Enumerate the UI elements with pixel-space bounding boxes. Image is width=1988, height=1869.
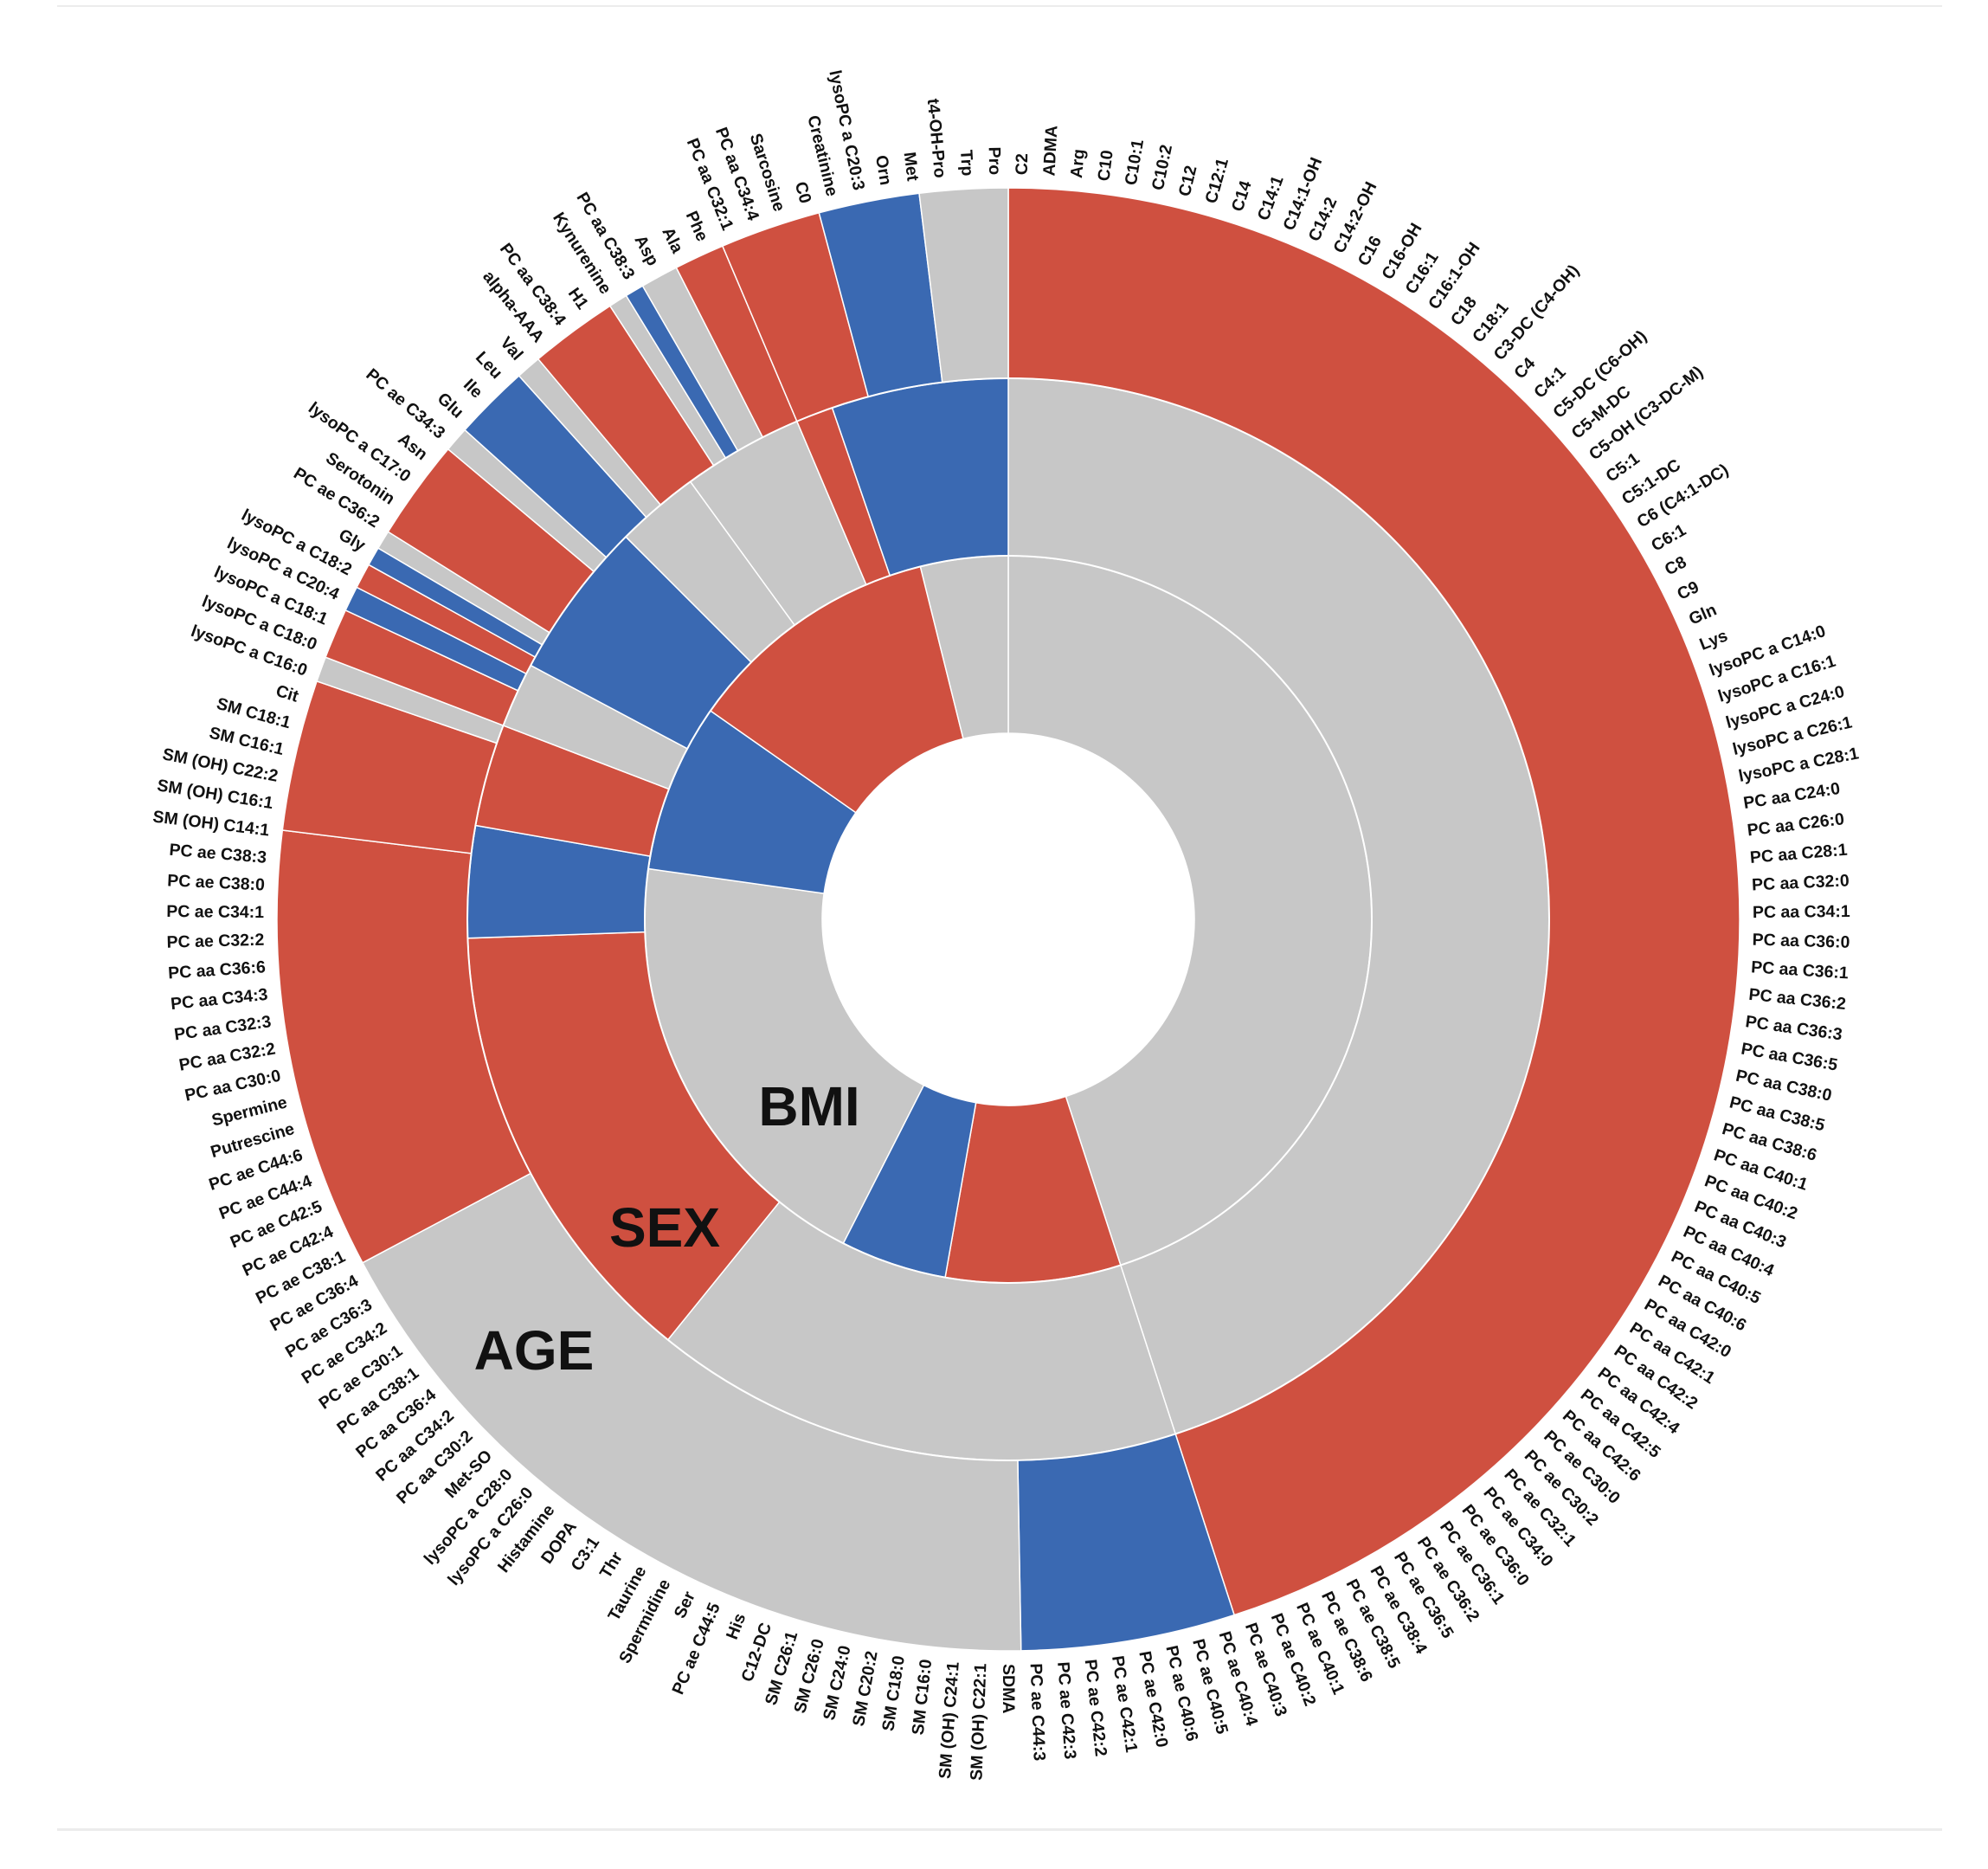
metabolite-label: Leu — [472, 348, 506, 383]
metabolite-label: PC ae C42:1 — [1108, 1654, 1141, 1754]
metabolite-label: C10 — [1094, 149, 1116, 182]
metabolite-label: C6:1 — [1648, 520, 1689, 555]
metabolite-label: Cit — [273, 681, 301, 706]
metabolite-label: Thr — [596, 1549, 627, 1582]
metabolite-label: PC aa C28:1 — [1749, 841, 1848, 867]
metabolite-label: PC aa C32:0 — [1752, 871, 1850, 894]
metabolite-label: Pro — [985, 146, 1005, 175]
metabolite-label: C0 — [791, 179, 815, 205]
metabolite-label: C12:1 — [1201, 156, 1232, 205]
metabolite-label: SM C24:0 — [820, 1644, 855, 1723]
metabolite-label: PC ae C42:2 — [1081, 1659, 1110, 1758]
metabolite-label: PC aa C36:6 — [168, 957, 267, 983]
metabolite-label: Val — [496, 333, 526, 364]
metabolite-label: C12 — [1175, 164, 1201, 198]
metabolite-label: Asp — [630, 232, 662, 269]
metabolite-label: Met — [899, 151, 922, 183]
metabolite-label: PC aa C36:1 — [1751, 957, 1850, 983]
metabolite-label: SM C16:0 — [909, 1658, 936, 1736]
metabolite-label: Ser — [671, 1589, 699, 1621]
metabolite-label: ADMA — [1039, 125, 1061, 177]
metabolite-label: PC ae C38:3 — [169, 841, 267, 867]
metabolite-label: PC ae C42:3 — [1053, 1661, 1079, 1760]
metabolite-label: SM C18:0 — [878, 1654, 909, 1732]
metabolite-label: PC aa C34:3 — [170, 985, 269, 1014]
metabolite-label: His — [723, 1611, 750, 1642]
metabolite-label: C10:1 — [1122, 138, 1148, 186]
metabolite-label: SM (OH) C22:1 — [967, 1663, 990, 1781]
ring-divider-0 — [644, 555, 1373, 1284]
metabolite-label: t4-OH-Pro — [923, 98, 949, 179]
metabolite-label: PC aa C26:0 — [1747, 809, 1846, 840]
metabolite-label: PC aa C36:3 — [1744, 1012, 1843, 1044]
metabolite-label: Ile — [460, 376, 486, 403]
metabolite-label: Lys — [1697, 626, 1731, 654]
metabolite-label: PC ae C38:0 — [167, 871, 266, 894]
metabolite-label: C9 — [1675, 577, 1702, 604]
metabolite-label: Ala — [658, 224, 686, 256]
metabolite-label: Gln — [1686, 600, 1720, 628]
metabolite-label: Trp — [956, 149, 977, 177]
metabolite-label: SM (OH) C24:1 — [936, 1661, 963, 1780]
bottom-divider — [57, 1828, 1942, 1831]
rings-group — [276, 187, 1740, 1652]
metabolite-label: C10:2 — [1148, 143, 1176, 192]
metabolite-label: C2 — [1013, 153, 1032, 175]
metabolite-label: PC ae C34:1 — [166, 902, 264, 922]
ring-divider-1 — [466, 377, 1550, 1461]
metabolite-label: Gly — [335, 525, 368, 556]
metabolite-label: SM C20:2 — [849, 1649, 882, 1727]
metabolite-label: Glu — [434, 389, 467, 422]
metabolite-label: C16 — [1354, 233, 1386, 269]
metabolite-label: PC aa C34:1 — [1753, 902, 1850, 922]
metabolite-label: PC ae C44:3 — [1026, 1663, 1049, 1762]
metabolite-label: C14:1 — [1254, 173, 1288, 223]
metabolite-label: Phe — [682, 209, 712, 245]
metabolite-label: Arg — [1067, 148, 1089, 178]
metabolite-label: H1 — [564, 285, 592, 313]
ring-label-age: AGE — [474, 1319, 595, 1382]
ring-label-sex: SEX — [609, 1196, 720, 1259]
metabolite-label: Asn — [395, 429, 432, 464]
metabolite-label: C14 — [1228, 178, 1256, 214]
metabolite-label: PC aa C32:3 — [173, 1012, 273, 1044]
metabolite-label: C8 — [1662, 552, 1689, 579]
metabolite-label: C4 — [1510, 354, 1539, 383]
metabolite-label: PC aa C36:0 — [1752, 931, 1850, 952]
metabolite-label: C18 — [1447, 293, 1481, 329]
top-divider — [57, 5, 1942, 7]
ring-label-bmi: BMI — [758, 1075, 859, 1138]
metabolite-label: Orn — [872, 154, 895, 187]
ring-dividers — [466, 377, 1550, 1461]
metabolite-label: PC ae C32:2 — [166, 931, 264, 952]
metabolite-label: SDMA — [999, 1664, 1018, 1713]
metabolite-label: SM (OH) C14:1 — [151, 807, 270, 840]
metabolite-label: PC aa C36:2 — [1748, 985, 1848, 1014]
metabolite-label: PC aa C24:0 — [1742, 779, 1842, 813]
